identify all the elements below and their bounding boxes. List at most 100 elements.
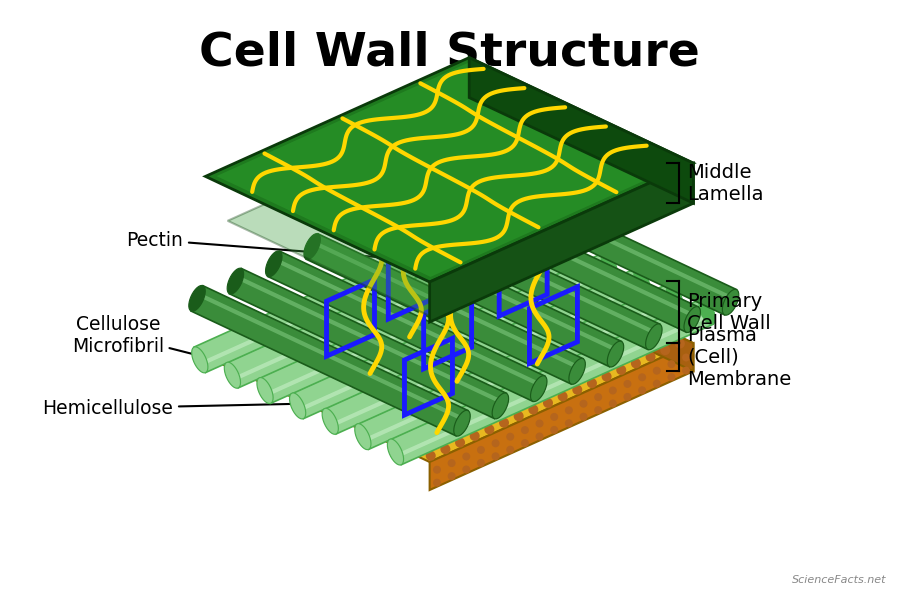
Circle shape [506, 380, 516, 390]
Polygon shape [292, 253, 615, 419]
Circle shape [477, 313, 487, 323]
Circle shape [661, 345, 670, 355]
Circle shape [668, 360, 675, 368]
Circle shape [214, 351, 224, 361]
Circle shape [383, 309, 393, 319]
Circle shape [435, 401, 445, 411]
Circle shape [581, 335, 591, 345]
Circle shape [362, 353, 372, 363]
Circle shape [339, 329, 349, 339]
Circle shape [316, 386, 326, 395]
Circle shape [276, 380, 286, 390]
Polygon shape [351, 224, 618, 352]
Circle shape [621, 340, 631, 350]
Circle shape [448, 245, 458, 255]
Circle shape [439, 376, 449, 386]
Circle shape [536, 286, 545, 297]
Polygon shape [299, 267, 612, 411]
Circle shape [428, 438, 438, 448]
Circle shape [558, 391, 568, 401]
Circle shape [481, 368, 491, 379]
Circle shape [530, 392, 541, 402]
Circle shape [459, 264, 469, 274]
Circle shape [400, 439, 410, 449]
Circle shape [631, 358, 641, 368]
Circle shape [476, 393, 486, 404]
Circle shape [487, 331, 498, 341]
Circle shape [356, 390, 365, 401]
Circle shape [652, 367, 661, 375]
Polygon shape [228, 113, 671, 317]
Circle shape [404, 266, 415, 275]
Circle shape [474, 406, 484, 416]
Circle shape [392, 340, 401, 350]
Circle shape [467, 295, 477, 304]
Circle shape [499, 418, 509, 428]
Circle shape [460, 332, 470, 342]
Circle shape [562, 367, 572, 376]
Circle shape [389, 352, 399, 362]
Circle shape [396, 315, 406, 325]
Circle shape [341, 397, 351, 407]
Circle shape [521, 426, 529, 434]
Polygon shape [322, 408, 338, 434]
Circle shape [285, 331, 295, 340]
Circle shape [428, 358, 438, 368]
Polygon shape [469, 57, 693, 203]
Polygon shape [387, 439, 403, 465]
Circle shape [472, 270, 482, 280]
Circle shape [251, 368, 261, 379]
Circle shape [580, 399, 588, 408]
Circle shape [606, 347, 616, 356]
Circle shape [330, 379, 340, 389]
Circle shape [408, 402, 418, 411]
Circle shape [353, 403, 364, 413]
Circle shape [313, 398, 324, 408]
Circle shape [413, 445, 423, 455]
Circle shape [624, 393, 632, 401]
Polygon shape [569, 237, 585, 263]
Circle shape [460, 413, 470, 423]
Circle shape [418, 339, 428, 349]
Polygon shape [699, 298, 716, 325]
Circle shape [574, 373, 584, 382]
Circle shape [517, 318, 526, 328]
Circle shape [427, 370, 436, 380]
Circle shape [400, 371, 410, 381]
Circle shape [406, 334, 416, 343]
Circle shape [520, 374, 530, 384]
Circle shape [420, 407, 430, 417]
Circle shape [500, 337, 509, 347]
Circle shape [565, 406, 573, 414]
Circle shape [624, 380, 632, 388]
Circle shape [444, 270, 454, 280]
Circle shape [536, 432, 544, 441]
Circle shape [652, 380, 661, 388]
Circle shape [539, 342, 549, 352]
Circle shape [558, 311, 569, 321]
Polygon shape [230, 269, 507, 419]
Circle shape [594, 393, 602, 401]
Circle shape [571, 316, 580, 327]
Circle shape [376, 428, 386, 437]
Polygon shape [306, 234, 583, 384]
Polygon shape [428, 189, 695, 318]
Text: ScienceFacts.net: ScienceFacts.net [792, 575, 886, 585]
Circle shape [440, 444, 450, 454]
Circle shape [526, 336, 537, 346]
Circle shape [433, 479, 441, 487]
Circle shape [610, 322, 620, 332]
Circle shape [485, 344, 495, 353]
Circle shape [343, 385, 353, 395]
Circle shape [682, 353, 690, 362]
Circle shape [370, 384, 380, 394]
Polygon shape [194, 207, 518, 373]
Circle shape [392, 408, 403, 418]
Text: Cellulose
Microfibril: Cellulose Microfibril [72, 315, 354, 395]
Circle shape [544, 318, 554, 327]
Circle shape [537, 355, 547, 365]
Circle shape [381, 402, 391, 413]
Circle shape [320, 361, 330, 371]
Circle shape [668, 373, 675, 381]
Circle shape [229, 344, 238, 355]
